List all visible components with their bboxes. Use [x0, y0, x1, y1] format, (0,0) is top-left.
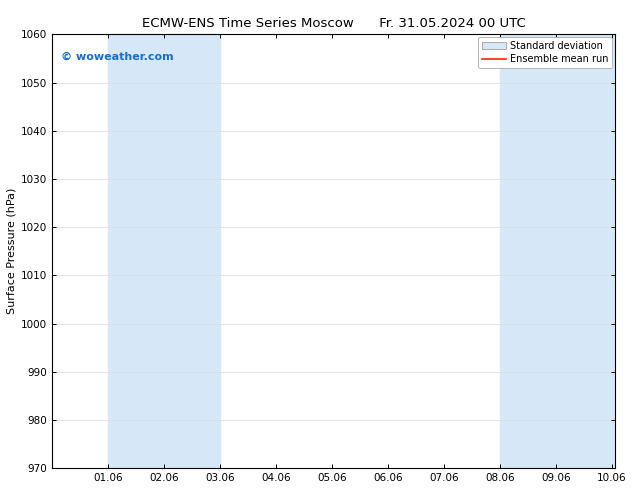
- Y-axis label: Surface Pressure (hPa): Surface Pressure (hPa): [7, 188, 17, 315]
- Bar: [108, 34, 220, 468]
- Title: ECMW-ENS Time Series Moscow      Fr. 31.05.2024 00 UTC: ECMW-ENS Time Series Moscow Fr. 31.05.20…: [142, 17, 526, 30]
- Text: © woweather.com: © woweather.com: [61, 51, 173, 62]
- Bar: [500, 34, 615, 468]
- Legend: Standard deviation, Ensemble mean run: Standard deviation, Ensemble mean run: [478, 37, 612, 68]
